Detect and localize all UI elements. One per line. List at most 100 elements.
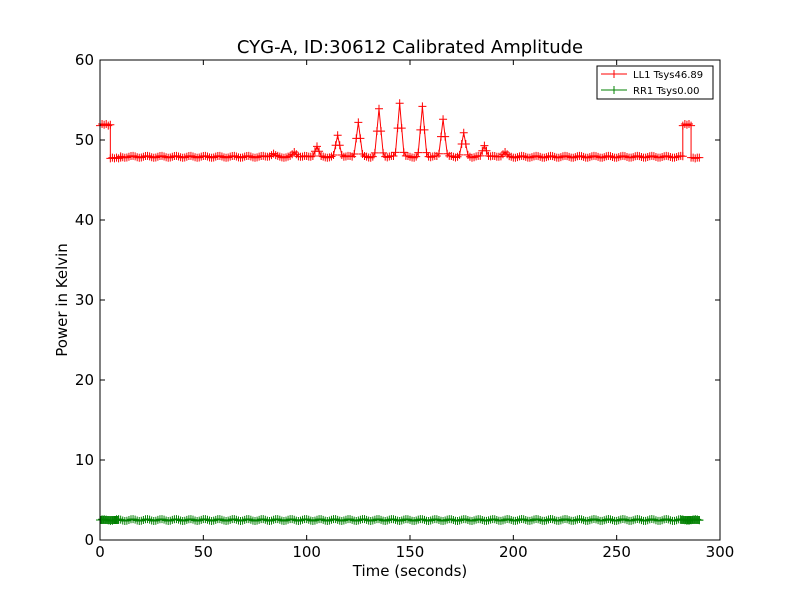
data-point-marker bbox=[395, 99, 404, 108]
y-axis-label: Power in Kelvin bbox=[53, 243, 71, 357]
data-point-marker bbox=[131, 152, 140, 161]
legend-label: RR1 Tsys0.00 bbox=[633, 86, 700, 97]
data-point-marker bbox=[201, 151, 210, 160]
data-point-marker bbox=[319, 152, 328, 161]
data-point-marker bbox=[441, 516, 450, 525]
data-point-marker bbox=[368, 516, 377, 525]
data-point-marker bbox=[368, 152, 377, 161]
data-point-marker bbox=[389, 151, 398, 160]
data-point-marker bbox=[143, 151, 152, 160]
data-point-marker bbox=[519, 515, 528, 524]
data-point-marker bbox=[217, 152, 226, 161]
data-point-marker bbox=[377, 127, 386, 136]
data-point-marker bbox=[635, 515, 644, 524]
data-point-marker bbox=[310, 516, 319, 525]
data-point-marker bbox=[360, 151, 369, 160]
data-point-marker bbox=[527, 153, 536, 162]
data-point-marker bbox=[360, 515, 369, 524]
data-point-marker bbox=[186, 515, 195, 524]
data-point-marker bbox=[114, 154, 123, 163]
data-point-marker bbox=[480, 141, 489, 150]
data-point-marker bbox=[554, 153, 563, 162]
data-point-marker bbox=[691, 154, 700, 163]
data-point-marker bbox=[253, 153, 262, 162]
data-point-marker bbox=[418, 515, 427, 524]
data-point-marker bbox=[468, 153, 476, 162]
x-tick-label: 200 bbox=[499, 543, 528, 561]
data-point-marker bbox=[439, 115, 448, 124]
data-point-marker bbox=[114, 516, 123, 524]
data-point-marker bbox=[319, 515, 328, 524]
data-point-marker bbox=[273, 515, 282, 524]
data-point-marker bbox=[203, 152, 212, 161]
data-point-marker bbox=[612, 153, 621, 162]
data-point-marker bbox=[339, 516, 348, 525]
data-point-marker bbox=[426, 516, 435, 525]
data-point-marker bbox=[461, 515, 470, 524]
data-point-marker bbox=[391, 515, 400, 524]
data-point-marker bbox=[598, 516, 607, 525]
data-point-marker bbox=[476, 515, 485, 524]
data-point-marker bbox=[420, 515, 429, 524]
data-point-marker bbox=[484, 516, 493, 525]
data-point-marker bbox=[354, 516, 363, 525]
data-point-marker bbox=[350, 149, 359, 158]
data-point-marker bbox=[209, 516, 218, 525]
axis-ticks: 0 50 100 150 200 250 300 0 10 20 30 40 50 60 bbox=[75, 51, 734, 561]
data-point-marker bbox=[313, 142, 321, 151]
data-point-marker bbox=[356, 134, 365, 143]
data-point-marker bbox=[470, 153, 479, 162]
data-point-marker bbox=[331, 515, 340, 524]
data-point-marker bbox=[540, 153, 549, 162]
data-point-marker bbox=[397, 516, 406, 525]
data-point-marker bbox=[600, 153, 609, 162]
data-point-marker bbox=[519, 152, 528, 161]
data-point-marker bbox=[327, 152, 336, 161]
data-point-marker bbox=[534, 515, 543, 524]
data-point-marker bbox=[447, 515, 456, 524]
data-point-marker bbox=[505, 515, 514, 524]
data-point-marker bbox=[290, 515, 299, 524]
data-point-marker bbox=[461, 139, 470, 148]
data-point-marker bbox=[383, 153, 392, 162]
data-point-marker bbox=[629, 153, 638, 162]
data-point-marker bbox=[354, 118, 363, 127]
data-point-marker bbox=[635, 152, 644, 161]
data-point-marker bbox=[116, 152, 125, 161]
data-point-marker bbox=[482, 516, 491, 525]
data-point-marker bbox=[288, 515, 297, 524]
data-point-marker bbox=[302, 515, 311, 524]
data-point-marker bbox=[511, 516, 520, 525]
data-point-marker bbox=[468, 516, 476, 525]
data-point-marker bbox=[505, 152, 514, 161]
data-point-marker bbox=[282, 516, 290, 525]
data-point-marker bbox=[434, 515, 443, 524]
data-point-marker bbox=[246, 152, 255, 161]
data-point-marker bbox=[267, 516, 276, 525]
data-point-marker bbox=[244, 515, 253, 524]
data-point-marker bbox=[548, 152, 557, 161]
data-point-marker bbox=[577, 515, 586, 524]
data-point-marker bbox=[166, 153, 175, 162]
legend: LL1 Tsys46.89 RR1 Tsys0.00 bbox=[596, 65, 714, 100]
data-point-marker bbox=[627, 516, 636, 525]
y-tick-label: 10 bbox=[75, 451, 94, 469]
data-point-marker bbox=[209, 153, 218, 162]
data-point-marker bbox=[271, 151, 280, 160]
data-point-marker bbox=[224, 153, 233, 162]
data-point-marker bbox=[172, 151, 181, 160]
data-point-marker bbox=[513, 516, 522, 525]
data-point-marker bbox=[306, 152, 315, 161]
data-point-marker bbox=[375, 104, 383, 113]
data-point-marker bbox=[511, 153, 520, 162]
data-point-marker bbox=[377, 515, 386, 524]
data-point-marker bbox=[201, 515, 210, 524]
data-point-marker bbox=[403, 515, 412, 524]
data-point-marker bbox=[232, 152, 241, 161]
data-point-marker bbox=[308, 151, 317, 160]
data-point-marker bbox=[172, 515, 181, 524]
data-point-marker bbox=[414, 148, 423, 157]
data-point-marker bbox=[592, 152, 600, 161]
data-point-marker bbox=[346, 151, 355, 160]
legend-box bbox=[596, 65, 714, 100]
